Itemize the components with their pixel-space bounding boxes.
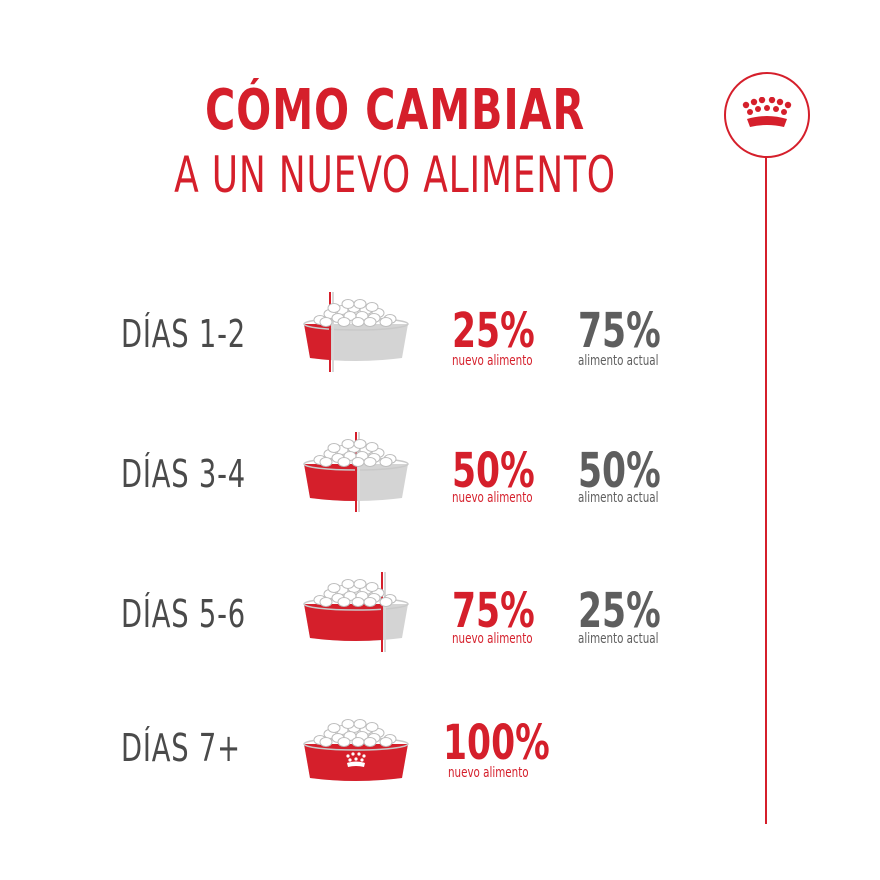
bowl-crown-icon xyxy=(346,752,366,767)
new-food-percentage: 50% xyxy=(452,443,535,499)
page-subtitle: A UN NUEVO ALIMENTO xyxy=(174,146,616,204)
current-food-percentage: 75% xyxy=(578,303,661,359)
current-food-percentage: 25% xyxy=(578,583,661,639)
food-bowl-icon xyxy=(303,719,409,781)
kibble-pile xyxy=(313,299,397,327)
transition-row-3: DÍAS 5-6 75% nuevo alimento 25% alimento… xyxy=(0,556,720,666)
current-food-caption: alimento actual xyxy=(578,353,659,369)
new-food-caption: nuevo alimento xyxy=(452,490,533,506)
row-days-label: DÍAS 7+ xyxy=(121,726,241,770)
row-days-label: DÍAS 3-4 xyxy=(121,452,246,496)
new-food-percentage: 25% xyxy=(452,303,535,359)
current-food-caption: alimento actual xyxy=(578,631,659,647)
food-bowl-icon xyxy=(303,432,409,512)
new-food-caption: nuevo alimento xyxy=(448,765,529,781)
timeline-line xyxy=(765,157,767,824)
transition-row-2: DÍAS 3-4 50% nuevo alimento 50% alimento… xyxy=(0,416,720,526)
row-days-label: DÍAS 1-2 xyxy=(121,312,246,356)
new-food-percentage: 100% xyxy=(443,715,550,771)
kibble-pile xyxy=(313,439,397,467)
title-block: CÓMO CAMBIAR A UN NUEVO ALIMENTO xyxy=(0,78,790,206)
current-food-caption: alimento actual xyxy=(578,490,659,506)
crown-icon xyxy=(742,97,792,127)
row-days-label: DÍAS 5-6 xyxy=(121,592,246,636)
page-title: CÓMO CAMBIAR xyxy=(205,78,585,143)
new-food-caption: nuevo alimento xyxy=(452,353,533,369)
transition-row-4: DÍAS 7+ 100% nuevo alimento xyxy=(0,696,720,806)
kibble-pile xyxy=(313,719,397,747)
food-bowl-icon xyxy=(303,572,409,652)
brand-badge xyxy=(724,72,810,158)
transition-row-1: DÍAS 1-2 25% nuevo alimento 75% alimento… xyxy=(0,276,720,386)
food-bowl-icon xyxy=(303,292,409,372)
kibble-pile xyxy=(313,579,397,607)
new-food-caption: nuevo alimento xyxy=(452,631,533,647)
current-food-percentage: 50% xyxy=(578,443,661,499)
new-food-percentage: 75% xyxy=(452,583,535,639)
